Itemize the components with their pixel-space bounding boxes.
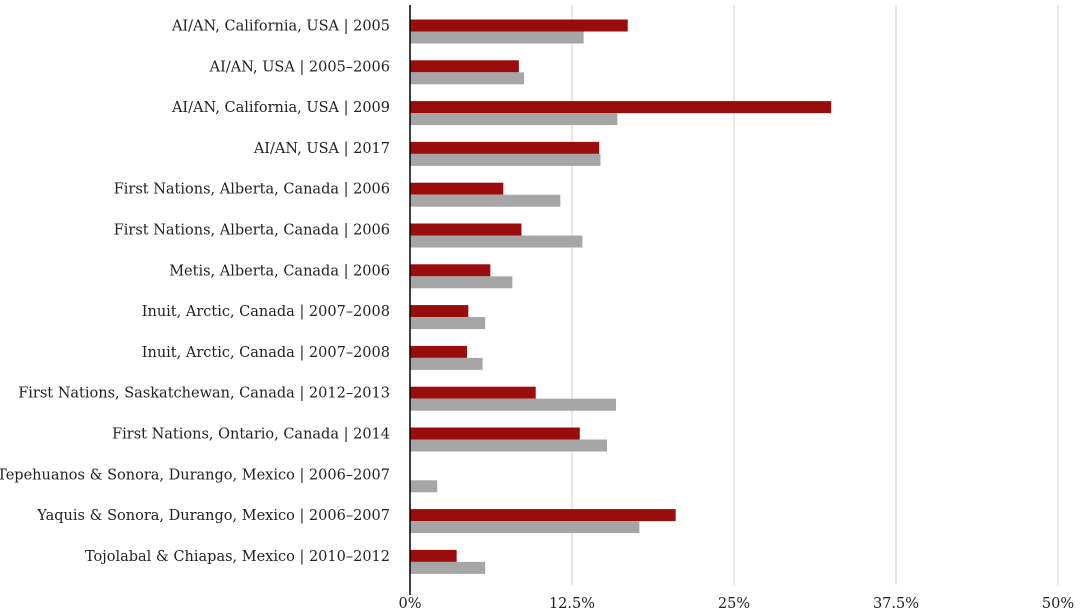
- x-tick-label: 0%: [398, 596, 421, 612]
- category-label: First Nations, Saskatchewan, Canada | 20…: [18, 386, 390, 402]
- bar-series-1: [410, 182, 504, 195]
- bar-series-2: [410, 561, 486, 574]
- category-label: Tojolabal & Chiapas, Mexico | 2010–2012: [85, 549, 390, 565]
- category-label: AI/AN, California, USA | 2005: [171, 19, 390, 35]
- category-labels: AI/AN, California, USA | 2005 AI/AN, USA …: [0, 19, 390, 565]
- category-label: Tepehuanos & Sonora, Durango, Mexico | 2…: [0, 467, 390, 483]
- category-label: AI/AN, USA | 2017: [253, 141, 390, 157]
- bar-series-2: [410, 398, 617, 411]
- bar-series-1: [410, 101, 832, 114]
- x-tick-label: 12.5%: [549, 596, 595, 612]
- bar-series-2: [410, 235, 583, 248]
- category-label: Metis, Alberta, Canada | 2006: [169, 263, 390, 279]
- bar-series-2: [410, 72, 525, 85]
- bar-series-1: [410, 549, 457, 562]
- bar-series-1: [410, 223, 522, 236]
- bar-series-1: [410, 264, 491, 277]
- bar-series-2: [410, 439, 607, 452]
- bar-series-1: [410, 345, 468, 358]
- category-label: Inuit, Arctic, Canada | 2007–2008: [142, 345, 390, 361]
- bar-series-2: [410, 113, 618, 126]
- bar-series-2: [410, 194, 561, 207]
- category-label: First Nations, Alberta, Canada | 2006: [114, 182, 390, 198]
- bar-series-2: [410, 31, 584, 44]
- bar-series-1: [410, 141, 600, 154]
- x-tick-labels: 0% 12.5% 25% 37.5% 50%: [398, 596, 1074, 612]
- bar-series-2: [410, 153, 601, 166]
- category-label: AI/AN, USA | 2005–2006: [209, 59, 390, 75]
- bar-series-1: [410, 19, 628, 32]
- bar-series-1: [410, 60, 519, 73]
- bar-series-1: [410, 427, 580, 440]
- x-tick-label: 50%: [1042, 596, 1074, 612]
- x-tick-label: 25%: [718, 596, 750, 612]
- x-tick-label: 37.5%: [873, 596, 919, 612]
- bar-series-2: [410, 521, 640, 534]
- bar-series-1: [410, 386, 536, 399]
- bar-series-1: [410, 509, 676, 522]
- category-label: Yaquis & Sonora, Durango, Mexico | 2006–…: [36, 508, 390, 524]
- bars: [410, 19, 832, 574]
- category-label: Inuit, Arctic, Canada | 2007–2008: [142, 304, 390, 320]
- bar-series-2: [410, 480, 438, 493]
- category-label: AI/AN, California, USA | 2009: [171, 100, 390, 116]
- bar-series-2: [410, 357, 483, 370]
- gridlines: [571, 5, 1059, 585]
- bar-series-1: [410, 305, 469, 318]
- bar-series-2: [410, 276, 513, 289]
- category-label: First Nations, Alberta, Canada | 2006: [114, 223, 390, 239]
- bar-series-2: [410, 317, 486, 330]
- category-label: First Nations, Ontario, Canada | 2014: [112, 427, 390, 443]
